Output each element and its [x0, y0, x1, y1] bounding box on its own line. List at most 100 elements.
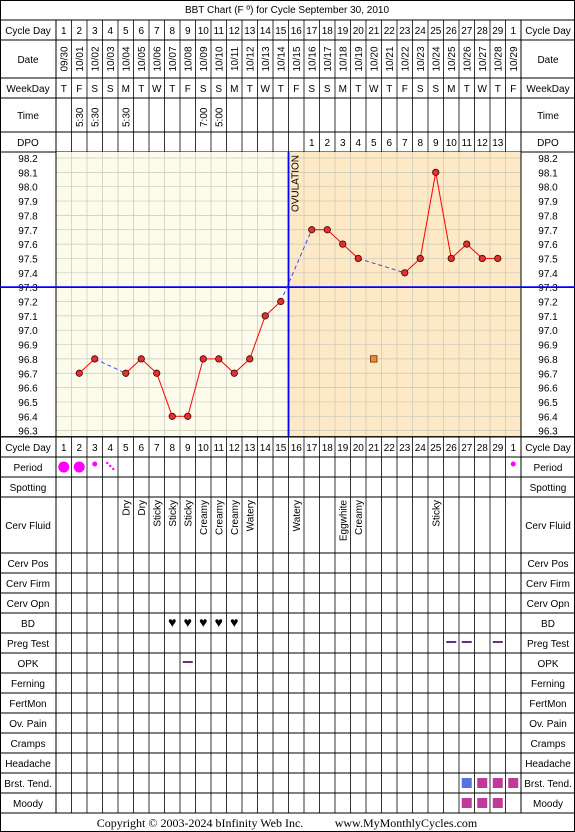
- ytick-right: 96.4: [538, 412, 558, 423]
- row-label-cerv-pos-lower: Cerv Pos: [7, 559, 48, 570]
- weekday-23: F: [402, 84, 408, 95]
- row-label-right-spotting-lower: Spotting: [530, 483, 567, 494]
- row-label-right-opk-lower: OPK: [537, 659, 558, 670]
- temp-point-day-24: [416, 254, 424, 263]
- weekday-1: T: [61, 84, 67, 95]
- cycle-day-24: 24: [415, 26, 427, 37]
- date-24: 10/23: [416, 46, 427, 71]
- row-label-date: Date: [17, 55, 39, 66]
- cycle-day-lower-21: 21: [368, 443, 380, 454]
- bd-heart-icon: ♥: [168, 614, 176, 630]
- temp-point-day-25: [432, 168, 440, 176]
- cycle-day-22: 22: [384, 26, 396, 37]
- temp-point-day-20: [354, 254, 362, 263]
- cycle-day-lower-15: 15: [275, 443, 287, 454]
- cycle-day-4: 4: [107, 26, 113, 37]
- cerv-fluid-day-12: Creamy: [230, 500, 241, 535]
- period-heavy-marker: [73, 461, 85, 473]
- dpo-27: 11: [462, 138, 473, 149]
- date-13: 10/12: [245, 46, 256, 71]
- period-light-marker: [92, 461, 98, 467]
- row-label-right-period-lower: Period: [534, 463, 563, 474]
- date-14: 10/13: [261, 46, 272, 71]
- cycle-day-20: 20: [353, 26, 365, 37]
- dpo-18: 2: [324, 138, 330, 149]
- date-25: 10/24: [431, 46, 442, 71]
- ytick-right: 97.8: [538, 211, 558, 222]
- brst-tend-marker: [508, 778, 519, 788]
- row-label-cycle-day-lower: Cycle Day: [5, 443, 51, 454]
- dpo-25: 9: [433, 138, 439, 149]
- post-ovulation-bg: [288, 152, 521, 437]
- temp-point-day-13: [246, 355, 254, 363]
- ytick-right: 96.5: [538, 398, 558, 409]
- time-10: 7:00: [199, 107, 210, 127]
- date-6: 10/05: [137, 46, 148, 71]
- row-label-right-cycle-day-lower: Cycle Day: [525, 443, 571, 454]
- cycle-day-lower-13: 13: [244, 443, 256, 454]
- ytick-right: 97.6: [538, 240, 558, 251]
- date-1: 09/30: [59, 46, 70, 71]
- ytick-left: 98.2: [18, 154, 38, 165]
- cerv-fluid-day-9: Sticky: [183, 500, 194, 527]
- cycle-day-lower-7: 7: [154, 443, 160, 454]
- date-3: 10/02: [90, 46, 101, 71]
- weekday-26: M: [447, 84, 455, 95]
- dpo-23: 7: [402, 138, 408, 149]
- temp-point-day-12: [230, 369, 238, 377]
- date-21: 10/20: [369, 46, 380, 71]
- row-label-right-date: Date: [537, 55, 559, 66]
- row-label-preg-test-lower: Preg Test: [7, 639, 49, 650]
- ytick-left: 97.0: [18, 326, 38, 337]
- dpo-17: 1: [309, 138, 315, 149]
- row-label-right-ferning-lower: Ferning: [531, 679, 565, 690]
- ytick-left: 96.8: [18, 355, 38, 366]
- temp-point-day-29: [494, 254, 502, 263]
- date-15: 10/14: [276, 46, 287, 71]
- weekday-2: F: [76, 84, 82, 95]
- temp-point-day-15: [277, 297, 285, 306]
- cycle-day-2: 2: [76, 26, 82, 37]
- cycle-day-lower-23: 23: [399, 443, 411, 454]
- cycle-day-8: 8: [169, 26, 175, 37]
- temp-segment: [419, 172, 437, 259]
- row-label-cramps-lower: Cramps: [10, 739, 45, 750]
- ytick-left: 97.6: [18, 240, 38, 251]
- row-label-dpo: DPO: [17, 138, 39, 149]
- cycle-day-19: 19: [337, 26, 349, 37]
- row-label-opk-lower: OPK: [17, 659, 38, 670]
- cycle-day-13: 13: [244, 26, 256, 37]
- row-label-right-fertmon-lower: FertMon: [529, 699, 566, 710]
- date-29: 10/28: [493, 46, 504, 71]
- row-label-period-lower: Period: [14, 463, 43, 474]
- cycle-day-lower-18: 18: [322, 443, 334, 454]
- row-label-right-moody-lower: Moody: [533, 799, 563, 810]
- temp-point-day-26: [447, 254, 455, 263]
- ytick-right: 98.0: [538, 183, 558, 194]
- brst-tend-marker: [477, 778, 488, 788]
- cycle-day-lower-30: 1: [510, 443, 516, 454]
- temp-point-day-27: [463, 240, 471, 248]
- temp-point-day-11: [215, 355, 223, 363]
- temp-point-day-8: [168, 412, 176, 420]
- cerv-fluid-day-11: Creamy: [214, 500, 225, 535]
- ytick-right: 97.0: [538, 326, 558, 337]
- cycle-day-lower-19: 19: [337, 443, 349, 454]
- ytick-left: 96.9: [18, 341, 38, 352]
- brst-tend-marker: [492, 778, 503, 788]
- row-label-right-cerv-firm-lower: Cerv Firm: [526, 579, 570, 590]
- site-link[interactable]: www.MyMonthlyCycles.com: [335, 816, 478, 830]
- cycle-day-10: 10: [198, 26, 210, 37]
- cycle-day-lower-2: 2: [76, 443, 82, 454]
- row-label-cycle-day: Cycle Day: [5, 26, 51, 37]
- row-label-right-dpo: DPO: [537, 138, 559, 149]
- ovulation-label: OVULATION: [291, 155, 302, 212]
- dpo-29: 13: [492, 138, 504, 149]
- period-spotting-dot: [109, 464, 112, 468]
- cerv-fluid-day-8: Sticky: [168, 500, 179, 527]
- temp-segment: [435, 172, 452, 259]
- cycle-day-21: 21: [368, 26, 380, 37]
- row-label-right-cycle-day: Cycle Day: [525, 26, 571, 37]
- chart-title: BBT Chart (F º) for Cycle September 30, …: [185, 5, 390, 16]
- ytick-right: 98.2: [538, 154, 558, 165]
